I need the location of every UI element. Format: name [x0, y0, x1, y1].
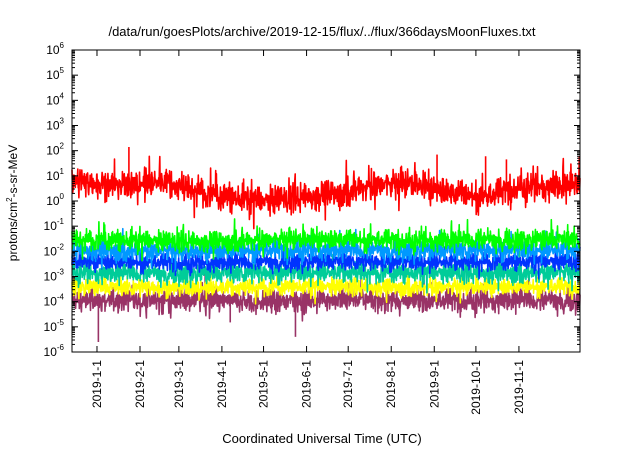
y-tick-label: 103: [46, 117, 64, 133]
y-axis-ticks: 10-610-510-410-310-210-11001011021031041…: [44, 41, 580, 359]
series-7-line: [71, 155, 581, 230]
x-tick-label: 2019-8-1: [384, 360, 398, 408]
y-tick-label: 10-4: [44, 293, 65, 309]
y-tick-label-base: 10: [46, 93, 60, 107]
y-tick-label-exponent: -2: [57, 242, 65, 251]
y-axis-title-unit: -s-sr-MeV: [6, 145, 20, 198]
y-tick-label-exponent: -1: [57, 217, 65, 226]
x-tick-label: 2019-1-1: [90, 360, 104, 408]
y-tick-label-base: 10: [44, 219, 58, 233]
y-axis-title-superscript: 2: [5, 197, 14, 202]
y-tick-label-base: 10: [44, 295, 58, 309]
y-tick-label-exponent: 0: [60, 192, 65, 201]
x-tick-label: 2019-9-1: [427, 360, 441, 408]
series-1-line: [71, 273, 581, 322]
x-tick-label: 2019-10-1: [469, 360, 483, 415]
y-tick-label-exponent: -4: [57, 293, 65, 302]
series-3-line: [71, 250, 581, 294]
y-tick-label-base: 10: [46, 119, 60, 133]
y-tick-label-exponent: 2: [60, 142, 65, 151]
y-tick-label-exponent: 6: [60, 41, 65, 50]
x-tick-label: 2019-11-1: [512, 360, 526, 414]
x-tick-label: 2019-7-1: [341, 360, 355, 408]
y-tick-label-base: 10: [44, 270, 58, 284]
x-tick-label: 2019-2-1: [133, 360, 147, 408]
y-tick-label-base: 10: [44, 345, 58, 359]
y-tick-label-exponent: -6: [57, 343, 65, 352]
y-tick-label-base: 10: [44, 244, 58, 258]
y-tick-label-base: 10: [46, 194, 60, 208]
y-tick-label-base: 10: [44, 320, 58, 334]
y-tick-label-base: 10: [46, 169, 60, 183]
x-tick-label: 2019-6-1: [300, 360, 314, 408]
x-axis-ticks: 2019-1-1 2019-2-1 2019-3-1 2019-4-1 2019-5-1…: [90, 50, 526, 415]
y-tick-label: 104: [46, 91, 64, 107]
y-tick-label-base: 10: [46, 43, 60, 57]
x-tick-label: 2019-5-1: [257, 360, 271, 408]
plot-frame: [71, 49, 581, 353]
y-tick-label: 10-2: [44, 242, 65, 258]
y-tick-label: 106: [46, 41, 64, 57]
y-axis-title-main: protons/cm: [6, 202, 20, 261]
chart-title: /data/run/goesPlots/archive/2019-12-15/f…: [108, 24, 535, 39]
y-tick-label-base: 10: [46, 68, 60, 82]
y-tick-label-exponent: 5: [60, 66, 65, 75]
x-tick-label: 2019-4-1: [215, 360, 229, 408]
y-tick-label-exponent: -5: [57, 318, 65, 327]
x-axis-title: Coordinated Universal Time (UTC): [222, 431, 421, 446]
y-tick-label-base: 10: [46, 144, 60, 158]
y-tick-label: 10-5: [44, 318, 65, 334]
y-tick-label: 101: [46, 167, 64, 183]
y-tick-label: 100: [46, 192, 64, 208]
y-tick-label-exponent: 3: [60, 117, 65, 126]
y-tick-label: 10-1: [44, 217, 65, 233]
series-layer: [71, 146, 581, 342]
y-axis-title: protons/cm2-s-sr-MeV: [5, 145, 20, 261]
y-tick-label: 10-3: [44, 268, 65, 284]
series-2-line: [71, 267, 581, 305]
y-tick-label: 102: [46, 142, 64, 158]
y-tick-label-exponent: -3: [57, 268, 65, 277]
x-tick-label: 2019-3-1: [172, 360, 186, 408]
y-tick-label: 105: [46, 66, 64, 82]
series-6-line: [71, 218, 581, 262]
y-tick-label-exponent: 1: [60, 167, 65, 176]
y-tick-label-exponent: 4: [60, 91, 65, 100]
y-tick-label: 10-6: [44, 343, 65, 359]
